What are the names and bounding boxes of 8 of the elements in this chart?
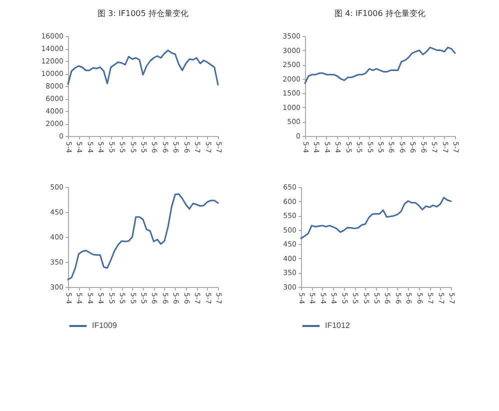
line-series: [67, 50, 219, 86]
chart-title: 图 3: IF1005 持仓量变化: [98, 9, 188, 18]
legend-label: IF1012: [325, 321, 350, 330]
line-series: [67, 193, 219, 280]
line-series: [304, 46, 456, 84]
chart-title: 图 4: IF1006 持仓量变化: [334, 9, 426, 18]
legend-label: IF1009: [92, 321, 118, 330]
line-series: [300, 196, 452, 240]
